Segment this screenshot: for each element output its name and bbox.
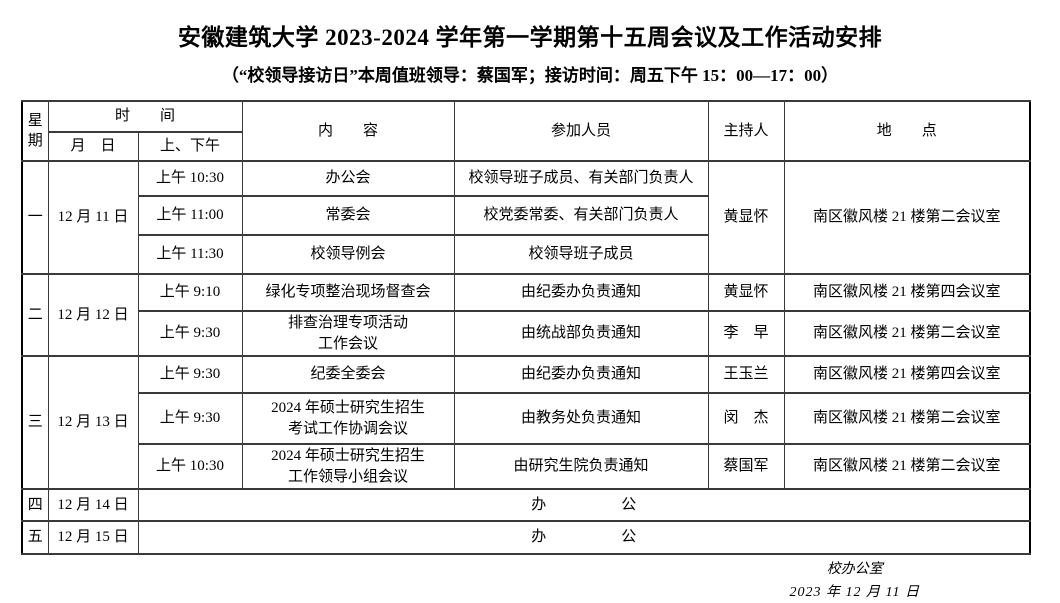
time-cell: 上午 11:30 — [137, 234, 243, 275]
time-cell: 上午 10:30 — [137, 443, 243, 490]
weekday-cell: 五 — [21, 520, 49, 555]
content-cell: 绿化专项整治现场督查会 — [241, 273, 455, 312]
participants-cell: 校领导班子成员 — [453, 234, 709, 275]
host-cell: 李 早 — [707, 310, 785, 357]
location-cell: 南区徽风楼 21 楼第四会议室 — [783, 273, 1031, 312]
table-row: 三 12 月 13 日 上午 9:30 纪委全委会 由纪委办负责通知 王玉兰 南… — [21, 355, 1031, 490]
page-subtitle: （“校领导接访日”本周值班领导：蔡国军；接访时间：周五下午 15：00—17：0… — [221, 66, 839, 85]
office-day-cell: 办 公 — [137, 488, 1031, 522]
weekday-cell: 一 — [21, 160, 49, 275]
time-cell: 上午 9:30 — [137, 310, 243, 357]
location-cell: 南区徽风楼 21 楼第二会议室 — [783, 160, 1031, 275]
date-cell: 12 月 12 日 — [47, 273, 139, 357]
location-cell: 南区徽风楼 21 楼第二会议室 — [783, 392, 1031, 445]
date-cell: 12 月 13 日 — [47, 355, 139, 490]
page-title: 安徽建筑大学 2023-2024 学年第一学期第十五周会议及工作活动安排 — [177, 25, 883, 50]
host-cell: 王玉兰 — [707, 355, 785, 394]
location-cell: 南区徽风楼 21 楼第二会议室 — [783, 443, 1031, 490]
location-cell: 南区徽风楼 21 楼第二会议室 — [783, 310, 1031, 357]
participants-cell: 校领导班子成员、有关部门负责人 — [453, 160, 709, 197]
content-cell: 办公会 — [241, 160, 455, 197]
weekday-cell: 三 — [21, 355, 49, 490]
footer-signature: 校办公室 2023 年 12 月 11 日 — [790, 562, 920, 602]
participants-cell: 由研究生院负责通知 — [453, 443, 709, 490]
table-row: 上午 10:30 2024 年硕士研究生招生 工作领导小组会议 由研究生院负责通… — [22, 443, 1031, 490]
location-cell: 南区徽风楼 21 楼第四会议室 — [783, 355, 1031, 394]
header-weekday: 星期 — [21, 100, 49, 162]
header-row-1: 星期 时 间 内 容 参加人员 主持人 地 点 — [21, 100, 1031, 162]
host-cell: 黄显怀 — [707, 273, 785, 312]
table-row: 上午 9:30 2024 年硕士研究生招生 考试工作协调会议 由教务处负责通知 … — [22, 392, 1031, 445]
date-cell: 12 月 15 日 — [47, 520, 139, 555]
header-location: 地 点 — [783, 100, 1031, 162]
time-cell: 上午 9:30 — [137, 392, 243, 445]
meeting-schedule-table: 星期 时 间 内 容 参加人员 主持人 地 点 月 日 上、下午 一 12 月 … — [21, 100, 1032, 555]
time-cell: 上午 9:30 — [137, 355, 243, 394]
table-row: 二 12 月 12 日 上午 9:10 绿化专项整治现场督查会 由纪委办负责通知… — [21, 273, 1031, 357]
host-cell: 闵 杰 — [707, 392, 785, 445]
participants-cell: 由纪委办负责通知 — [453, 355, 709, 394]
content-cell: 常委会 — [241, 195, 455, 236]
time-cell: 上午 11:00 — [137, 195, 243, 236]
table-row: 四 12 月 14 日 办 公 — [21, 488, 1031, 522]
table-row: 五 12 月 15 日 办 公 — [21, 520, 1031, 555]
content-cell: 纪委全委会 — [241, 355, 455, 394]
table-row: 上午 11:30 校领导例会 校领导班子成员 — [22, 234, 1030, 275]
table-row: 上午 9:30 排查治理专项活动 工作会议 由统战部负责通知 李 早 南区徽风楼… — [22, 310, 1031, 357]
participants-cell: 由纪委办负责通知 — [453, 273, 709, 312]
date-cell: 12 月 14 日 — [47, 488, 139, 522]
footer-office-name: 校办公室 — [826, 562, 883, 577]
host-cell: 蔡国军 — [707, 443, 785, 490]
participants-cell: 由教务处负责通知 — [453, 392, 709, 445]
header-participants: 参加人员 — [453, 100, 709, 162]
footer-date: 2023 年 12 月 11 日 — [789, 584, 920, 600]
weekday-cell: 二 — [21, 273, 49, 357]
host-cell: 黄显怀 — [707, 160, 785, 275]
table-row: 上午 11:00 常委会 校党委常委、有关部门负责人 — [22, 195, 1030, 236]
content-cell: 校领导例会 — [241, 234, 455, 275]
header-time-group: 时 间 — [47, 100, 243, 133]
header-month-day: 月 日 — [47, 131, 139, 162]
header-content: 内 容 — [241, 100, 455, 162]
table-row: 一 12 月 11 日 上午 10:30 办公会 校领导班子成员、有关部门负责人… — [21, 160, 1031, 275]
weekday-cell: 四 — [21, 488, 49, 522]
header-row-2: 月 日 上、下午 — [22, 131, 1030, 162]
participants-cell: 由统战部负责通知 — [453, 310, 709, 357]
date-cell: 12 月 11 日 — [47, 160, 139, 275]
content-cell: 2024 年硕士研究生招生 工作领导小组会议 — [241, 443, 455, 490]
office-day-cell: 办 公 — [137, 520, 1031, 555]
time-cell: 上午 9:10 — [137, 273, 243, 312]
header-period: 上、下午 — [137, 131, 243, 162]
content-cell: 2024 年硕士研究生招生 考试工作协调会议 — [241, 392, 455, 445]
content-cell: 排查治理专项活动 工作会议 — [241, 310, 455, 357]
time-cell: 上午 10:30 — [137, 160, 243, 197]
participants-cell: 校党委常委、有关部门负责人 — [453, 195, 709, 236]
header-host: 主持人 — [707, 100, 785, 162]
